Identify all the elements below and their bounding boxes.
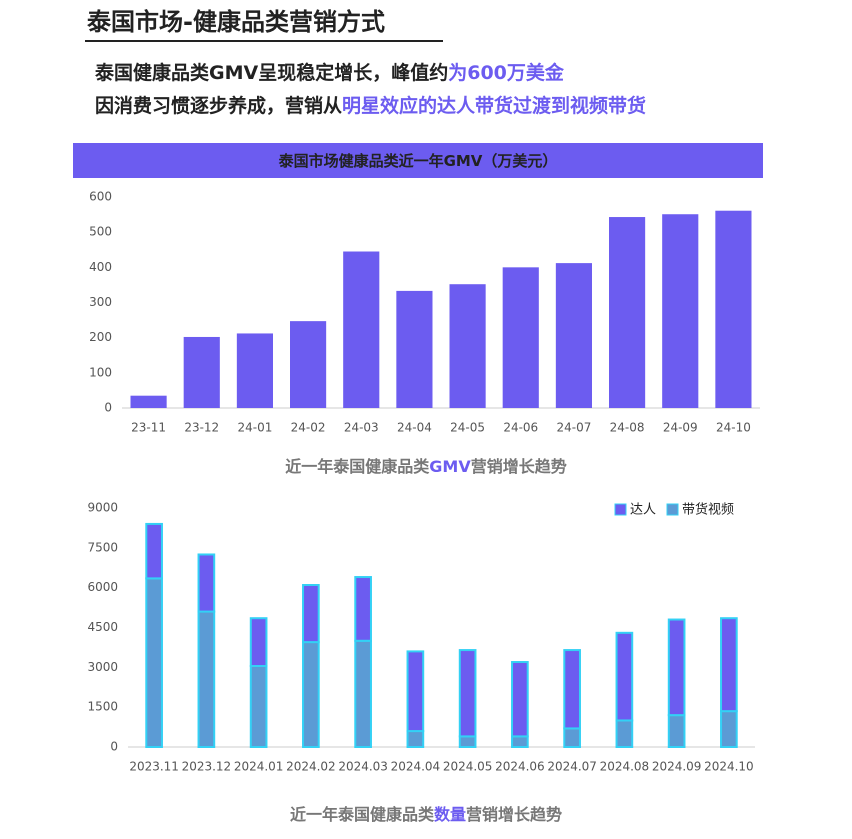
x-tick-label: 24-03 <box>344 421 379 435</box>
bar-segment <box>667 714 686 749</box>
legend-label: 带货视频 <box>682 502 734 518</box>
x-tick-label: 2024.08 <box>600 760 650 774</box>
bar <box>609 217 646 408</box>
caption-text: 近一年泰国健康品类 <box>285 457 430 476</box>
x-tick-label: 2024.02 <box>286 760 336 774</box>
caption-accent: 数量 <box>434 805 466 824</box>
y-tick-label: 7500 <box>87 540 118 554</box>
headline: 因消费习惯逐步养成，营销从明星效应的达人带货过渡到视频带货 <box>95 94 646 117</box>
bar <box>502 267 539 408</box>
bar-segment <box>145 577 163 748</box>
y-tick-label: 200 <box>89 330 112 344</box>
x-tick-label: 23-12 <box>184 421 219 435</box>
bar <box>449 284 486 408</box>
bar-segment <box>406 730 425 748</box>
chart-title: 泰国市场健康品类近一年GMV（万美元） <box>278 152 558 170</box>
caption-text: 营销增长趋势 <box>471 457 567 476</box>
bar-segment <box>563 727 581 749</box>
bar-segment <box>354 639 372 748</box>
bar-segment <box>615 631 634 722</box>
chart-caption: 近一年泰国健康品类数量营销增长趋势 <box>290 805 562 824</box>
x-tick-label: 24-10 <box>716 421 751 435</box>
x-tick-label: 24-05 <box>450 421 485 435</box>
bar-segment <box>458 735 477 749</box>
bar-segment <box>720 710 738 749</box>
bar-segment <box>302 641 320 748</box>
y-tick-label: 300 <box>89 295 112 309</box>
caption-text: 营销增长趋势 <box>466 805 562 824</box>
x-tick-label: 24-06 <box>503 421 538 435</box>
caption-text: 近一年泰国健康品类 <box>290 805 435 824</box>
title-band <box>73 143 763 178</box>
legend-swatch <box>666 503 679 516</box>
y-tick-label: 0 <box>110 740 118 754</box>
bar-segment <box>406 650 425 733</box>
x-tick-label: 2024.06 <box>495 760 545 774</box>
bar-segment <box>458 649 477 738</box>
x-tick-label: 24-09 <box>663 421 698 435</box>
bar <box>555 263 592 408</box>
bar <box>236 333 273 408</box>
x-tick-label: 2024.09 <box>652 760 702 774</box>
bar-segment <box>511 735 529 749</box>
x-tick-label: 23-11 <box>131 421 166 435</box>
x-tick-label: 2023.11 <box>129 760 179 774</box>
x-tick-label: 24-07 <box>556 421 591 435</box>
bar-segment <box>720 617 738 713</box>
headline-accent: 为600万美金 <box>448 61 565 84</box>
bar-segment <box>615 719 634 749</box>
bar <box>662 214 699 408</box>
bar-segment <box>667 618 686 717</box>
x-tick-label: 24-01 <box>237 421 272 435</box>
headline: 泰国健康品类GMV呈现稳定增长，峰值约为600万美金 <box>94 61 565 84</box>
chart-caption: 近一年泰国健康品类GMV营销增长趋势 <box>285 457 566 476</box>
bar-segment <box>145 522 163 580</box>
x-tick-label: 2024.04 <box>391 760 441 774</box>
y-tick-label: 3000 <box>87 660 118 674</box>
headline-text: 泰国健康品类GMV呈现稳定增长，峰值约 <box>94 61 448 84</box>
legend-label: 达人 <box>630 503 656 518</box>
bar <box>396 290 433 408</box>
bar-segment <box>302 584 320 644</box>
bar-segment <box>249 665 268 748</box>
bar <box>130 395 167 408</box>
x-tick-label: 2024.07 <box>547 760 597 774</box>
caption-accent: GMV <box>429 457 471 476</box>
headline-text: 因消费习惯逐步养成，营销从 <box>95 94 342 117</box>
bar-segment <box>197 610 216 748</box>
x-tick-label: 2023.12 <box>182 760 232 774</box>
y-tick-label: 6000 <box>87 580 118 594</box>
x-tick-label: 24-02 <box>291 421 326 435</box>
x-tick-label: 24-04 <box>397 421 432 435</box>
y-tick-label: 4500 <box>87 620 118 634</box>
bar <box>343 251 380 408</box>
bar <box>715 210 752 408</box>
bar-segment <box>563 649 581 730</box>
bar <box>290 321 327 408</box>
page-title: 泰国市场-健康品类营销方式 <box>87 8 385 36</box>
bar-segment <box>354 576 372 642</box>
y-tick-label: 1500 <box>87 700 118 714</box>
x-tick-label: 2024.03 <box>338 760 388 774</box>
headline-accent: 明星效应的达人带货过渡到视频带货 <box>342 94 646 117</box>
y-tick-label: 100 <box>89 365 112 379</box>
y-tick-label: 9000 <box>87 501 118 515</box>
x-tick-label: 24-08 <box>610 421 645 435</box>
x-tick-label: 2024.01 <box>234 760 284 774</box>
x-tick-label: 2024.10 <box>704 760 754 774</box>
bar-segment <box>197 553 216 613</box>
y-tick-label: 400 <box>89 260 112 274</box>
bar-segment <box>511 661 529 738</box>
bar-segment <box>249 617 268 668</box>
x-tick-label: 2024.05 <box>443 760 493 774</box>
y-tick-label: 600 <box>89 190 112 204</box>
y-tick-label: 500 <box>89 225 112 239</box>
legend-swatch <box>614 503 627 516</box>
bar <box>183 336 220 408</box>
y-tick-label: 0 <box>104 401 112 415</box>
